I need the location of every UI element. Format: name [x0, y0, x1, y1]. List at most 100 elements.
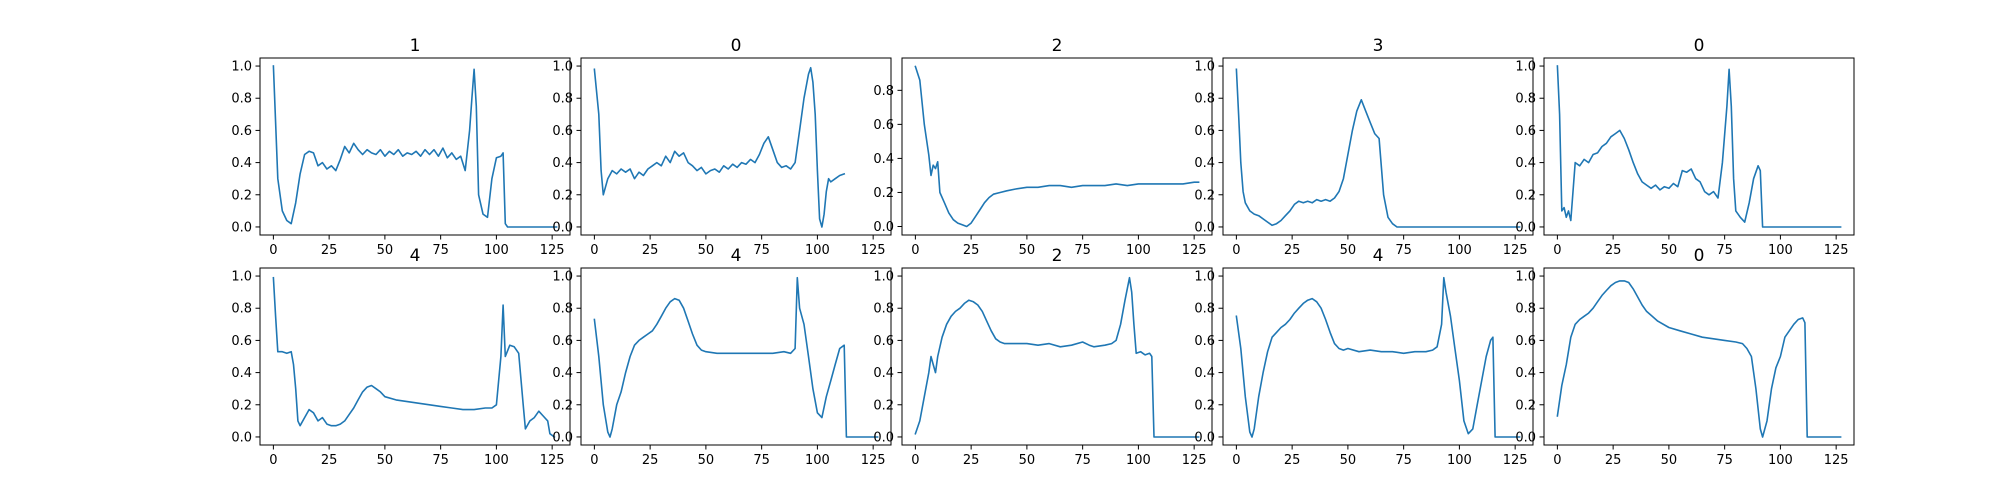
x-tick-label: 50: [1661, 453, 1678, 468]
y-tick-label: 0.6: [231, 124, 252, 139]
y-tick-label: 1.0: [1515, 60, 1536, 75]
panel-title: 0: [1694, 36, 1705, 56]
y-tick-label: 0.6: [1194, 334, 1215, 349]
panel-10: 0 25 50 75 100 125 0.0 0.2 0.4 0.6 0.8 1.0 0: [1515, 246, 1855, 468]
y-tick-label: 0.2: [1194, 188, 1215, 203]
y-tick-label: 0.6: [1515, 334, 1536, 349]
y-tick-label: 0.6: [552, 124, 573, 139]
y-tick-label: 0.0: [1194, 430, 1215, 445]
y-tick-label: 0.4: [552, 366, 573, 381]
y-tick-label: 0.4: [873, 366, 894, 381]
x-tick-label: 50: [377, 243, 394, 258]
panel-6: 0 25 50 75 100 125 0.0 0.2 0.4 0.6 0.8 1.0 4: [231, 246, 571, 468]
y-tick-label: 1.0: [1194, 270, 1215, 285]
panel-4: 0 25 50 75 100 125 0.0 0.2 0.4 0.6 0.8 1.0 3: [1194, 36, 1534, 258]
x-tick-label: 125: [1824, 453, 1849, 468]
y-tick-label: 0.4: [1194, 156, 1215, 171]
series-line: [272, 276, 556, 439]
y-tick-label: 1.0: [231, 60, 252, 75]
y-tick-label: 1.0: [552, 270, 573, 285]
y-tick-label: 0.8: [552, 92, 573, 107]
x-tick-label: 100: [1768, 453, 1793, 468]
x-tick-label: 25: [642, 453, 659, 468]
y-tick-label: 0.8: [231, 302, 252, 317]
y-tick-label: 0.8: [1515, 92, 1536, 107]
y-tick-label: 0.2: [552, 398, 573, 413]
y-tick-label: 0.0: [1515, 430, 1536, 445]
panel-8: 0 25 50 75 100 125 0.0 0.2 0.4 0.6 0.8 1.0 2: [873, 246, 1213, 468]
panel-5: 0 25 50 75 100 125 0.0 0.2 0.4 0.6 0.8 1.0 0: [1515, 36, 1855, 258]
series-line: [914, 65, 1200, 228]
x-tick-label: 100: [1126, 243, 1151, 258]
x-tick-label: 100: [484, 453, 509, 468]
x-tick-label: 125: [1503, 453, 1528, 468]
y-tick-label: 0.8: [1194, 92, 1215, 107]
axes-frame: [580, 57, 892, 236]
x-tick-label: 100: [1126, 453, 1151, 468]
y-tick-label: 0.4: [552, 156, 573, 171]
series-line: [272, 65, 558, 228]
x-tick-label: 25: [1284, 453, 1301, 468]
axes-frame: [259, 57, 571, 236]
panel-title: 2: [1052, 36, 1063, 56]
y-tick-label: 0.8: [873, 84, 894, 99]
x-tick-label: 25: [321, 243, 338, 258]
panel-title: 0: [1694, 246, 1705, 266]
y-tick-label: 0.4: [1515, 156, 1536, 171]
y-tick-label: 1.0: [1515, 270, 1536, 285]
y-tick-label: 1.0: [231, 270, 252, 285]
panel-title: 4: [731, 246, 742, 266]
y-tick-label: 0.2: [552, 188, 573, 203]
x-tick-label: 125: [1182, 453, 1207, 468]
panel-title: 2: [1052, 246, 1063, 266]
y-tick-label: 0.8: [1194, 302, 1215, 317]
y-tick-label: 0.2: [1515, 188, 1536, 203]
x-tick-label: 0: [911, 243, 919, 258]
x-tick-label: 50: [1340, 243, 1357, 258]
y-tick-label: 1.0: [873, 270, 894, 285]
x-tick-label: 0: [590, 243, 598, 258]
x-tick-label: 100: [1447, 453, 1472, 468]
panel-9: 0 25 50 75 100 125 0.0 0.2 0.4 0.6 0.8 1.0 4: [1194, 246, 1534, 468]
panel-title: 0: [731, 36, 742, 56]
x-tick-label: 125: [861, 243, 886, 258]
y-tick-label: 0.4: [231, 156, 252, 171]
axes-frame: [901, 57, 1213, 236]
x-tick-label: 75: [753, 243, 770, 258]
y-tick-label: 0.8: [231, 92, 252, 107]
x-tick-label: 50: [698, 453, 715, 468]
y-tick-label: 0.0: [1194, 220, 1215, 235]
y-tick-label: 0.2: [231, 188, 252, 203]
axes-frame: [1222, 57, 1534, 236]
x-tick-label: 100: [1447, 243, 1472, 258]
x-tick-label: 0: [269, 243, 277, 258]
y-tick-label: 0.4: [1515, 366, 1536, 381]
y-tick-label: 0.6: [552, 334, 573, 349]
x-tick-label: 125: [1182, 243, 1207, 258]
x-tick-label: 125: [540, 243, 565, 258]
y-tick-label: 0.4: [873, 152, 894, 167]
x-tick-label: 50: [698, 243, 715, 258]
panel-title: 4: [1373, 246, 1384, 266]
y-tick-label: 0.0: [873, 430, 894, 445]
y-tick-label: 0.4: [1194, 366, 1215, 381]
x-tick-label: 75: [753, 453, 770, 468]
x-tick-label: 25: [1284, 243, 1301, 258]
y-tick-label: 1.0: [552, 60, 573, 75]
x-tick-label: 50: [1019, 453, 1036, 468]
series-line: [593, 276, 879, 438]
x-tick-label: 75: [1395, 243, 1412, 258]
x-tick-label: 50: [1661, 243, 1678, 258]
axes-frame: [259, 267, 571, 446]
axes-frame: [1543, 267, 1855, 446]
y-tick-label: 0.2: [1515, 398, 1536, 413]
panel-1: 0 25 50 75 100 125 0.0 0.2 0.4 0.6 0.8 1.0 1: [231, 36, 571, 258]
x-tick-label: 125: [861, 453, 886, 468]
x-tick-label: 75: [1716, 453, 1733, 468]
panel-7: 0 25 50 75 100 125 0.0 0.2 0.4 0.6 0.8 1.0 4: [552, 246, 892, 468]
x-tick-label: 25: [321, 453, 338, 468]
x-tick-label: 50: [377, 453, 394, 468]
x-tick-label: 75: [1074, 243, 1091, 258]
x-tick-label: 125: [540, 453, 565, 468]
y-tick-label: 0.0: [552, 430, 573, 445]
